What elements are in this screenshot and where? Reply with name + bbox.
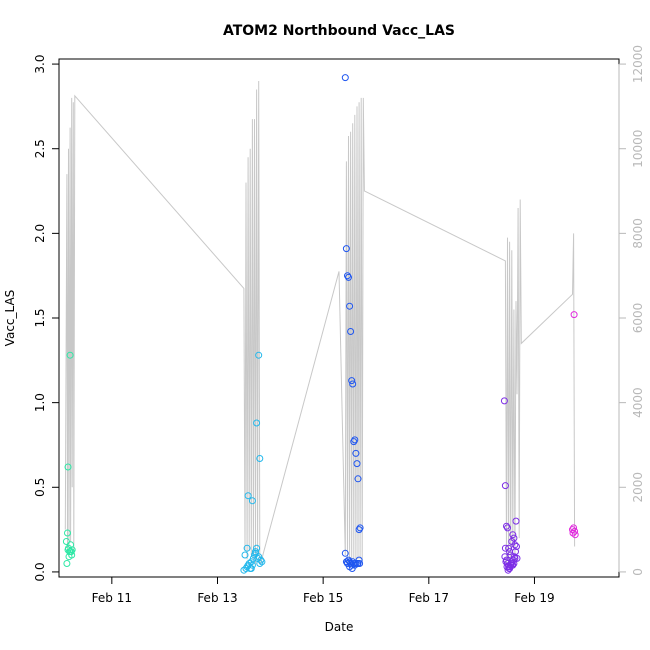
y-tick-label: 2.5 (33, 139, 47, 158)
data-point (353, 460, 361, 468)
data-point (62, 538, 70, 545)
line-layer (64, 80, 576, 568)
data-point (509, 556, 517, 564)
y2-tick-label: 6000 (631, 303, 645, 334)
data-point (341, 549, 349, 557)
data-point (569, 529, 577, 537)
data-point (347, 560, 355, 567)
data-point (252, 549, 259, 557)
data-point (513, 543, 520, 550)
data-point (570, 311, 578, 319)
data-point (508, 561, 516, 569)
data-point (247, 565, 255, 572)
data-point (68, 546, 76, 554)
data-point (347, 328, 355, 335)
x-axis-label: Date (325, 620, 354, 634)
y2-tick-label: 4000 (631, 387, 645, 418)
data-point (571, 531, 579, 539)
point-layer (62, 74, 579, 574)
data-point (346, 302, 354, 310)
data-point (243, 544, 251, 552)
data-point (500, 397, 508, 405)
data-point (352, 449, 360, 457)
data-point (63, 560, 71, 567)
y-axis-label: Vacc_LAS (3, 290, 17, 347)
y-tick-label: 1.5 (33, 308, 47, 327)
data-point (505, 544, 513, 552)
data-point (511, 541, 519, 549)
chart-title: ATOM2 Northbound Vacc_LAS (223, 23, 455, 39)
data-point (64, 463, 72, 471)
y-tick-label: 3.0 (33, 55, 47, 74)
data-point (356, 524, 364, 532)
data-point (349, 380, 357, 388)
plot-frame (58, 58, 620, 578)
data-point (570, 524, 578, 532)
data-point (342, 245, 350, 253)
x-tick-label: Feb 19 (514, 591, 554, 605)
data-point (510, 553, 518, 561)
data-point (506, 563, 514, 571)
data-point (255, 351, 263, 359)
data-point (253, 419, 261, 427)
data-point (571, 527, 579, 535)
data-point (507, 560, 515, 567)
data-point (248, 561, 256, 569)
data-point (253, 544, 261, 552)
data-point (504, 524, 511, 532)
data-point (257, 556, 265, 564)
data-point (64, 529, 71, 537)
y2-tick-label: 0 (631, 568, 645, 576)
data-point (348, 377, 356, 385)
data-point (258, 558, 266, 566)
data-point (341, 74, 349, 82)
data-point (501, 482, 509, 490)
data-point (351, 436, 359, 444)
axis-layer: Feb 11 Feb 13 Feb 15 Feb 17 Feb 19 0.0 0.5 1.0 1… (33, 45, 645, 605)
y-tick-label: 2.0 (33, 224, 47, 243)
data-point (501, 544, 509, 552)
data-point (352, 560, 360, 567)
data-point (510, 534, 518, 542)
x-tick-label: Feb 17 (409, 591, 449, 605)
data-point (241, 551, 249, 559)
data-point (344, 272, 351, 280)
data-point (503, 522, 510, 530)
data-point (355, 526, 363, 534)
data-point (501, 553, 509, 561)
data-point (248, 497, 256, 505)
data-point (345, 556, 352, 564)
data-point (509, 531, 517, 539)
data-point (348, 561, 356, 569)
data-point (247, 558, 255, 566)
data-point (345, 273, 352, 281)
y-tick-label: 0.0 (33, 562, 47, 581)
data-point (356, 560, 364, 567)
data-point (256, 560, 264, 567)
x-tick-label: Feb 15 (303, 591, 343, 605)
y-tick-label: 0.5 (33, 478, 47, 497)
data-point (350, 438, 358, 446)
x-tick-label: Feb 13 (197, 591, 237, 605)
y2-tick-label: 8000 (631, 218, 645, 249)
data-point (66, 351, 74, 359)
y2-tick-label: 10000 (631, 130, 645, 168)
y2-tick-label: 12000 (631, 45, 645, 83)
y2-tick-label: 2000 (631, 472, 645, 503)
data-point (67, 548, 75, 556)
data-point (346, 558, 354, 566)
data-point (504, 566, 512, 574)
y-tick-label: 1.0 (33, 393, 47, 412)
data-point (244, 492, 252, 500)
x-tick-label: Feb 11 (92, 591, 132, 605)
data-point (256, 455, 264, 462)
data-point (512, 517, 520, 525)
series-line (64, 80, 576, 568)
data-point (512, 548, 519, 556)
data-point (354, 475, 362, 483)
